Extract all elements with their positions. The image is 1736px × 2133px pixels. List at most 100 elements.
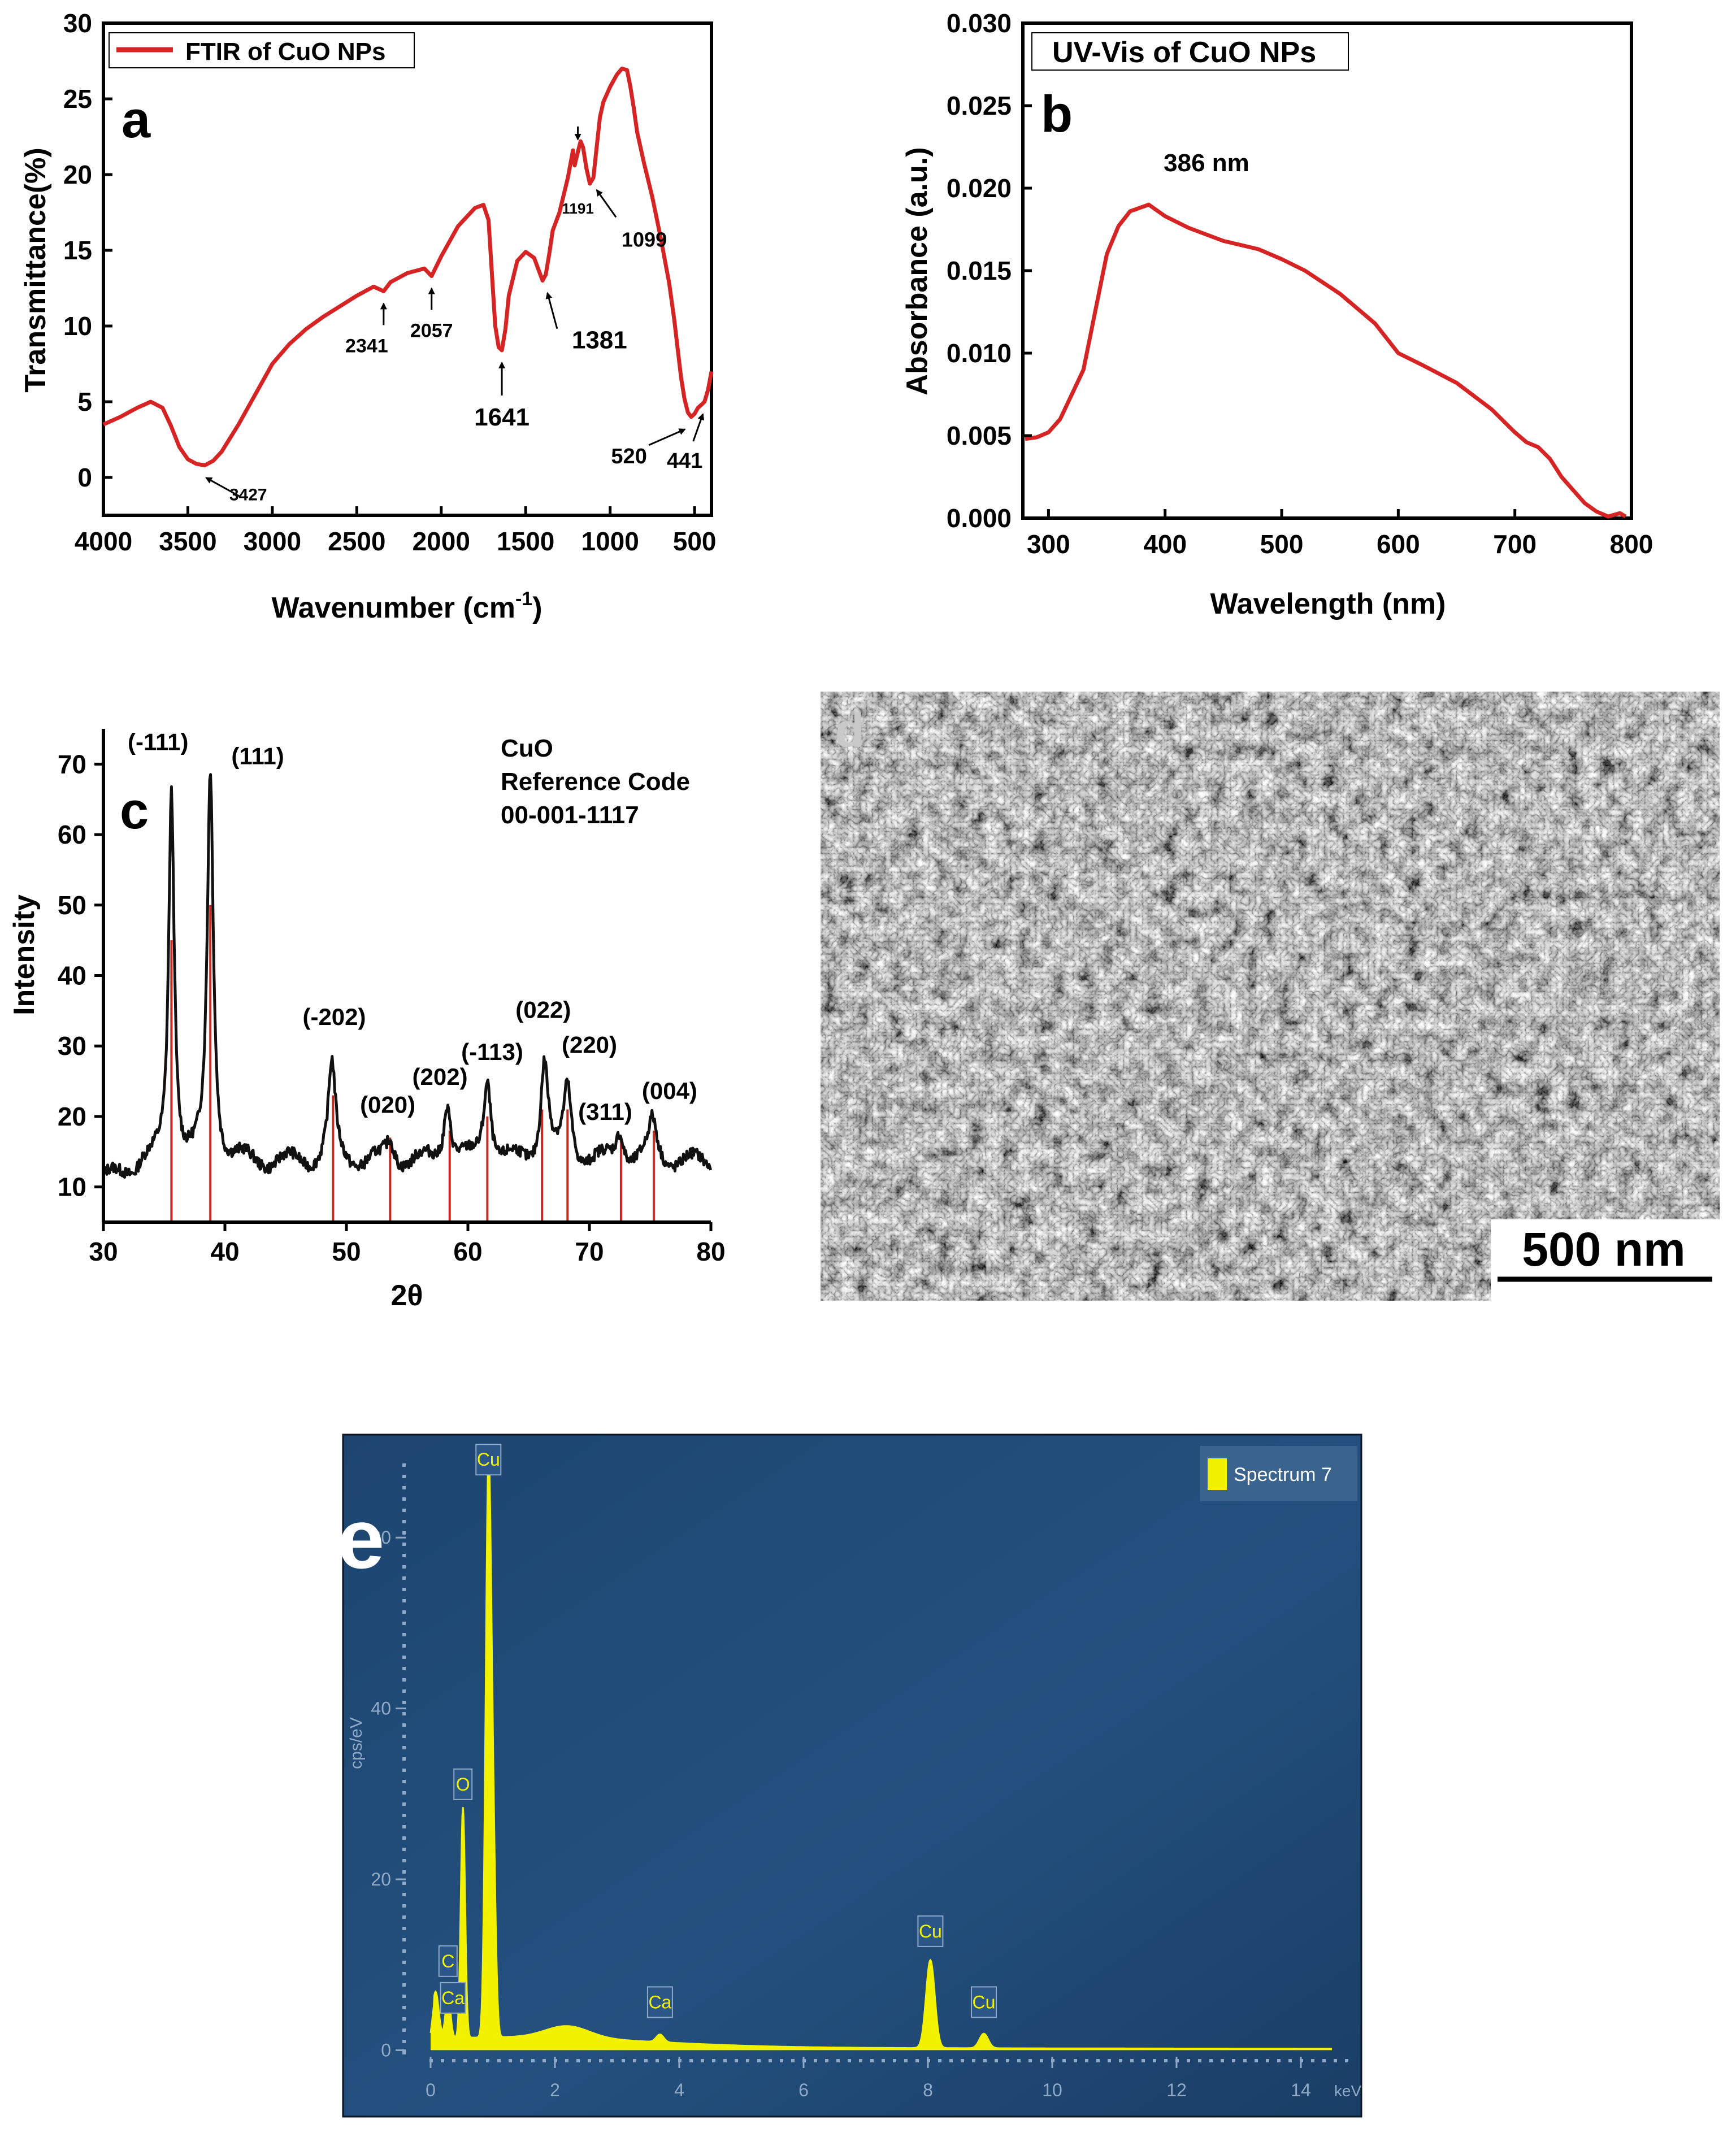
ftir-x-tick-label: 4000 xyxy=(75,527,132,556)
uvvis-y-axis-title: Absorbance (a.u.) xyxy=(901,147,934,395)
uvvis-legend-box xyxy=(1031,32,1349,71)
edx-x-axis-dot xyxy=(1221,2059,1224,2062)
edx-x-axis-dot xyxy=(542,2059,546,2062)
edx-x-axis-dot xyxy=(1142,2059,1145,2062)
ftir-y-tick-label: 0 xyxy=(77,463,92,492)
edx-x-axis-dot xyxy=(882,2059,885,2062)
uvvis-y-tick-label: 0.005 xyxy=(947,421,1012,450)
edx-y-axis-dot xyxy=(402,1633,406,1636)
xrd-pattern-line xyxy=(102,773,713,1179)
edx-peak-label: Cu xyxy=(973,1992,996,2012)
edx-y-axis-dot xyxy=(402,1859,406,1862)
edx-x-tick-label: 8 xyxy=(923,2080,933,2100)
edx-x-axis-dot xyxy=(576,2059,580,2062)
edx-x-axis-dot xyxy=(848,2059,851,2062)
edx-x-axis-dot xyxy=(452,2059,455,2062)
edx-x-axis-dot xyxy=(588,2059,591,2062)
ftir-annotation-label: 1381 xyxy=(572,327,627,354)
edx-y-axis-dot xyxy=(402,1995,406,1998)
uvvis-y-tick-label: 0.020 xyxy=(947,173,1012,203)
edx-y-axis-dot xyxy=(402,1882,406,1885)
ftir-annotation-label: 2341 xyxy=(345,335,388,357)
edx-y-axis-dot xyxy=(402,1610,406,1614)
edx-x-axis-dot xyxy=(757,2059,761,2062)
edx-y-axis-dot xyxy=(402,1678,406,1682)
edx-x-axis-dot xyxy=(1164,2059,1168,2062)
ftir-y-axis-title: Transmittance(%) xyxy=(19,147,52,392)
ftir-annotation-arrow xyxy=(596,189,617,218)
edx-chart: 0 2 4 6 8 10 12 14 keV 0 20 40 60 Cu O C Ca Ca Cu Cu Spect… xyxy=(337,1433,1362,2118)
edx-x-axis-dot xyxy=(475,2059,478,2062)
edx-y-axis-dot xyxy=(402,1825,406,1828)
ftir-y-tick-label: 25 xyxy=(63,84,92,114)
ftir-y-tick-label: 15 xyxy=(63,236,92,265)
edx-y-axis-dot xyxy=(402,1791,406,1795)
edx-x-axis-dot xyxy=(814,2059,817,2062)
edx-peak-label: Cu xyxy=(477,1449,500,1470)
edx-x-axis-dot xyxy=(1074,2059,1077,2062)
edx-y-tick-label: 0 xyxy=(381,2040,391,2060)
edx-x-axis-dot xyxy=(599,2059,602,2062)
edx-y-axis-dot xyxy=(402,1565,406,1569)
edx-y-axis-dot xyxy=(402,1463,406,1467)
xrd-peak-label: (004) xyxy=(642,1078,697,1104)
xrd-chart: 30 40 50 60 70 80 10 20 30 40 50 60 70 (-111) (111) (-… xyxy=(8,728,726,1312)
edx-x-axis-dot xyxy=(972,2059,975,2062)
xrd-y-tick-label: 20 xyxy=(58,1102,86,1131)
edx-x-axis-dot xyxy=(791,2059,795,2062)
edx-x-axis-dot xyxy=(904,2059,908,2062)
edx-y-axis-dot xyxy=(402,1836,406,1840)
edx-x-axis-dot xyxy=(656,2059,659,2062)
ftir-y-tick-label: 10 xyxy=(63,311,92,341)
xrd-y-tick-label: 30 xyxy=(58,1031,86,1061)
edx-peak-label-box xyxy=(453,1768,473,1800)
edx-x-tick-label: 14 xyxy=(1291,2080,1311,2100)
edx-x-axis-dot xyxy=(1006,2059,1009,2062)
edx-x-axis-dot xyxy=(1243,2059,1247,2062)
edx-x-axis-dot xyxy=(1255,2059,1258,2062)
edx-x-axis-dot xyxy=(1345,2059,1348,2062)
ftir-annotation-arrow xyxy=(648,428,686,446)
edx-x-axis-dot xyxy=(780,2059,783,2062)
edx-x-axis-dot xyxy=(870,2059,874,2062)
edx-x-axis-dot xyxy=(689,2059,693,2062)
ftir-x-tick-label: 3000 xyxy=(244,527,301,556)
uvvis-y-tick-label: 0.015 xyxy=(947,256,1012,285)
edx-y-tick-label: 40 xyxy=(371,1698,391,1719)
edx-x-axis-dot xyxy=(644,2059,648,2062)
edx-y-axis-dot xyxy=(402,1915,406,1919)
xrd-y-tick-label: 70 xyxy=(58,749,86,779)
edx-y-axis-dot xyxy=(402,1938,406,1941)
ftir-annotation-arrow xyxy=(692,413,705,442)
uvvis-y-tick-label: 0.000 xyxy=(947,503,1012,533)
edx-x-axis-dot xyxy=(667,2059,670,2062)
edx-x-axis-dot xyxy=(1153,2059,1156,2062)
edx-x-axis-dot xyxy=(859,2059,862,2062)
ftir-x-axis-title: Wavenumber (cm-1) xyxy=(271,588,542,624)
edx-peak-label-box xyxy=(646,1986,673,2018)
ftir-x-tick-label: 2000 xyxy=(413,527,470,556)
edx-x-axis-dot xyxy=(1119,2059,1122,2062)
edx-y-axis-dot xyxy=(402,1927,406,1930)
sem-scalebar-label: 500 nm xyxy=(1522,1223,1686,1276)
xrd-x-tick-label: 60 xyxy=(453,1237,482,1266)
edx-x-axis-dot xyxy=(1232,2059,1235,2062)
xrd-x-tick-label: 80 xyxy=(696,1237,725,1266)
edx-x-axis-dot xyxy=(961,2059,964,2062)
edx-x-axis-dot xyxy=(610,2059,614,2062)
edx-x-axis-dot xyxy=(712,2059,715,2062)
edx-peak-label: Ca xyxy=(648,1992,671,2012)
ftir-annotation-arrow xyxy=(545,292,558,329)
edx-y-axis-dot xyxy=(402,1622,406,1625)
edx-y-axis-dot xyxy=(402,1746,406,1749)
uvvis-peak-label: 386 nm xyxy=(1164,149,1249,177)
edx-x-axis-dot xyxy=(520,2059,523,2062)
edx-y-axis-dot xyxy=(402,1972,406,1975)
edx-x-axis-dot xyxy=(1209,2059,1213,2062)
edx-x-axis-dot xyxy=(746,2059,749,2062)
panel-letter-e: e xyxy=(337,1491,384,1586)
xrd-peak-label: (022) xyxy=(515,996,571,1023)
ftir-plot-frame xyxy=(102,21,713,517)
edx-peak-label-box xyxy=(438,1945,458,1977)
edx-y-axis-dot xyxy=(402,1486,406,1489)
